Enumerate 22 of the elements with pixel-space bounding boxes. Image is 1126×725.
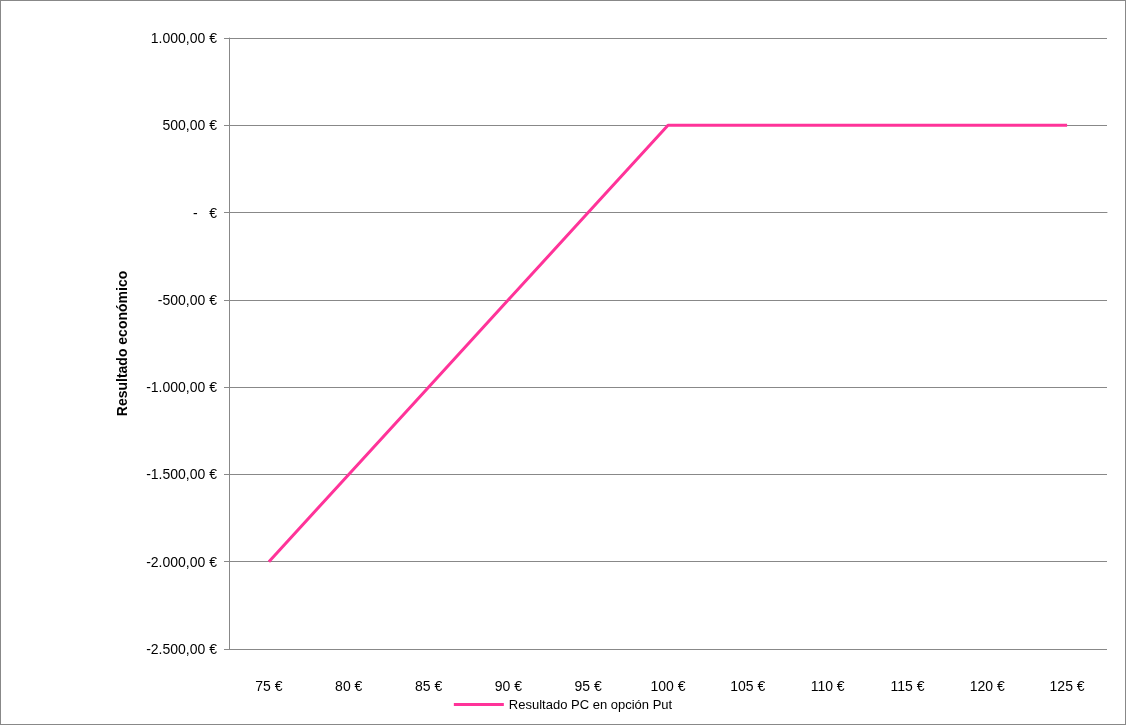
legend-label: Resultado PC en opción Put	[508, 697, 673, 712]
y-tick-label: 500,00 €	[162, 117, 218, 134]
y-tick-label: -1.500,00 €	[146, 466, 218, 483]
x-tick-label: 105 €	[730, 678, 766, 694]
x-tick-label: 120 €	[969, 678, 1005, 694]
x-tick-label: 125 €	[1049, 678, 1085, 694]
y-tick-label: -2.500,00 €	[146, 641, 218, 657]
x-tick-label: 80 €	[335, 678, 363, 694]
y-tick-label: -2.000,00 €	[146, 553, 218, 570]
x-tick-label: 110 €	[810, 678, 845, 694]
x-tick-label: 95 €	[574, 678, 603, 694]
x-tick-label: 90 €	[494, 678, 523, 694]
y-tick-label: 1.000,00 €	[150, 30, 218, 46]
x-tick-label: 100 €	[650, 678, 686, 694]
x-tick-label: 85 €	[414, 678, 443, 694]
y-tick-label: - €	[192, 204, 218, 221]
x-tick-label: 115 €	[890, 678, 925, 694]
y-axis-title: Resultado económico	[114, 270, 130, 417]
y-tick-label: -500,00 €	[157, 291, 218, 308]
line-series	[267, 123, 1069, 564]
x-tick-label: 75 €	[255, 678, 283, 694]
y-tick-label: -1.000,00 €	[146, 379, 218, 396]
